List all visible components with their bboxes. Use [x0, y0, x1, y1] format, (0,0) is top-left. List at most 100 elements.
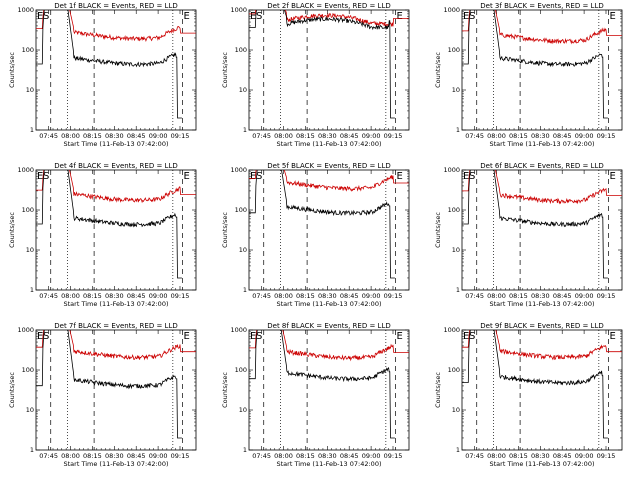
flag-label: S — [43, 11, 49, 22]
flag-label: E — [184, 171, 190, 182]
plot-area — [462, 330, 622, 439]
flag-label: E — [250, 171, 256, 182]
x-tick-label: 07:45 — [39, 132, 58, 140]
flag-label: E — [37, 331, 43, 342]
plot-frame — [35, 329, 197, 451]
series-line-events — [462, 170, 608, 279]
y-tick-label: 1000 — [17, 166, 34, 174]
x-tick-label: 09:00 — [149, 132, 168, 140]
x-tick-label: 08:30 — [105, 292, 124, 300]
series-line-lld — [249, 170, 409, 192]
y-tick-label: 10 — [239, 86, 247, 94]
flag-label: E — [397, 11, 403, 22]
y-tick-label: 1 — [30, 126, 34, 134]
y-tick-label: 1 — [243, 446, 247, 454]
flag-label: E — [250, 331, 256, 342]
x-tick-label: 07:45 — [465, 452, 484, 460]
chart-title: Det 8f BLACK = Events, RED = LLD — [267, 322, 390, 330]
y-tick-label: 10 — [26, 246, 34, 254]
x-tick-label: 08:00 — [487, 132, 506, 140]
x-tick-label: 09:00 — [362, 132, 381, 140]
flag-label: E — [184, 11, 190, 22]
chart-panel-7: Det 7f BLACK = Events, RED = LLD 1 10 100 10… — [8, 322, 197, 468]
y-axis-label: Counts/sec — [8, 212, 16, 248]
plot-area — [249, 170, 409, 279]
x-tick-label: 09:00 — [149, 452, 168, 460]
x-tick-label: 08:30 — [531, 292, 550, 300]
x-tick-label: 08:15 — [296, 452, 315, 460]
series-line-lld — [36, 170, 196, 204]
y-axis-label: Counts/sec — [8, 52, 16, 88]
series-line-events — [249, 10, 395, 119]
y-tick-label: 1 — [456, 126, 460, 134]
chart-title: Det 6f BLACK = Events, RED = LLD — [480, 162, 603, 170]
x-tick-label: 09:00 — [149, 292, 168, 300]
chart-panel-6: Det 6f BLACK = Events, RED = LLD 1 10 100 10… — [434, 162, 623, 308]
x-tick-label: 08:15 — [296, 132, 315, 140]
chart-title: Det 7f BLACK = Events, RED = LLD — [54, 322, 177, 330]
x-tick-label: 08:45 — [127, 292, 146, 300]
chart-panel-4: Det 4f BLACK = Events, RED = LLD 1 10 100 10… — [8, 162, 197, 308]
series-line-events — [462, 10, 608, 119]
plot-area — [36, 330, 196, 439]
x-tick-label: 08:00 — [487, 292, 506, 300]
series-line-lld — [249, 330, 409, 362]
chart-title: Det 9f BLACK = Events, RED = LLD — [480, 322, 603, 330]
y-tick-label: 1 — [243, 126, 247, 134]
x-tick-label: 09:15 — [171, 132, 190, 140]
x-tick-label: 08:15 — [296, 292, 315, 300]
x-tick-label: 08:00 — [274, 132, 293, 140]
x-tick-label: 09:15 — [384, 292, 403, 300]
x-tick-label: 08:30 — [318, 452, 337, 460]
chart-title: Det 2f BLACK = Events, RED = LLD — [267, 2, 390, 10]
y-tick-label: 1000 — [443, 166, 460, 174]
flag-label: E — [463, 331, 469, 342]
x-tick-label: 08:00 — [487, 452, 506, 460]
y-tick-label: 10 — [452, 406, 460, 414]
x-tick-label: 09:00 — [362, 292, 381, 300]
y-tick-label: 100 — [235, 46, 247, 54]
flag-label: E — [397, 331, 403, 342]
series-line-events — [462, 330, 608, 439]
x-tick-label: 08:30 — [105, 452, 124, 460]
y-tick-label: 1 — [30, 286, 34, 294]
chart-panel-5: Det 5f BLACK = Events, RED = LLD 1 10 100 10… — [221, 162, 410, 308]
x-axis-label: Start Time (11-Feb-13 07:42:00) — [64, 300, 169, 308]
x-tick-label: 07:45 — [465, 132, 484, 140]
y-tick-label: 100 — [448, 206, 460, 214]
flag-label: S — [43, 331, 49, 342]
series-line-events — [249, 330, 395, 439]
chart-panel-9: Det 9f BLACK = Events, RED = LLD 1 10 100 10… — [434, 322, 623, 468]
x-axis-label: Start Time (11-Feb-13 07:42:00) — [490, 140, 595, 148]
x-tick-label: 08:30 — [318, 292, 337, 300]
x-tick-label: 08:30 — [105, 132, 124, 140]
y-tick-label: 100 — [448, 46, 460, 54]
plot-frame — [461, 329, 623, 451]
y-tick-label: 100 — [448, 366, 460, 374]
chart-panel-1: Det 1f BLACK = Events, RED = LLD 1 10 100 10… — [8, 2, 197, 148]
y-axis-label: Counts/sec — [434, 52, 442, 88]
plot-area — [462, 10, 622, 119]
x-tick-label: 07:45 — [39, 292, 58, 300]
series-line-events — [249, 170, 395, 279]
x-axis-label: Start Time (11-Feb-13 07:42:00) — [277, 300, 382, 308]
plot-frame — [248, 169, 410, 291]
x-tick-label: 09:00 — [575, 292, 594, 300]
series-line-lld — [462, 170, 622, 205]
series-line-lld — [249, 10, 409, 27]
x-axis-label: Start Time (11-Feb-13 07:42:00) — [64, 460, 169, 468]
y-tick-label: 10 — [26, 86, 34, 94]
series-line-lld — [36, 330, 196, 361]
series-line-lld — [36, 10, 196, 43]
x-tick-label: 07:45 — [252, 452, 271, 460]
x-axis-label: Start Time (11-Feb-13 07:42:00) — [277, 460, 382, 468]
chart-panel-2: Det 2f BLACK = Events, RED = LLD 1 10 100 10… — [221, 2, 410, 148]
x-tick-label: 09:15 — [597, 292, 616, 300]
x-tick-label: 08:45 — [127, 132, 146, 140]
y-tick-label: 100 — [235, 366, 247, 374]
y-tick-label: 1000 — [17, 6, 34, 14]
x-tick-label: 08:00 — [274, 292, 293, 300]
y-tick-label: 10 — [239, 406, 247, 414]
plot-frame — [248, 329, 410, 451]
